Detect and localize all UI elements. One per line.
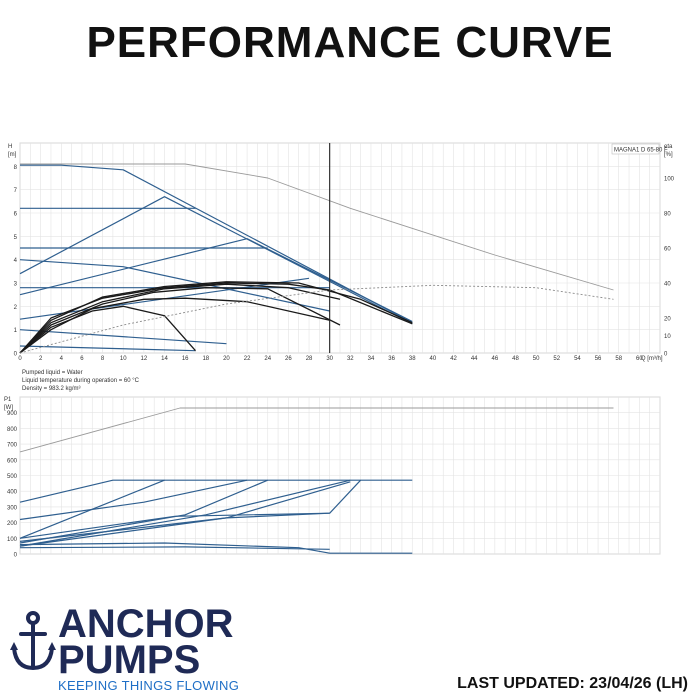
head-x-tick-label: 38 — [409, 356, 416, 362]
head-y-tick-label: 8 — [14, 165, 18, 171]
head-x-tick-label: 54 — [574, 356, 581, 362]
head-y-tick-label: 1 — [14, 328, 18, 334]
head-x-tick-label: 24 — [264, 356, 271, 362]
brand-name-line1: ANCHOR — [58, 602, 234, 646]
head-x-tick-label: 28 — [306, 356, 313, 362]
head-y-axis-symbol: H — [8, 144, 12, 150]
power-series-line-7 — [19, 479, 362, 547]
power-y-tick-label: 700 — [7, 443, 18, 449]
head-x-tick-label: 8 — [101, 356, 105, 362]
head-x-tick-label: 6 — [80, 356, 84, 362]
head-series-line-6 — [19, 259, 330, 312]
power-y-tick-label: 900 — [7, 411, 18, 417]
head-x-tick-label: 12 — [141, 356, 148, 362]
model-label-box — [611, 143, 660, 155]
head-y-tick-label: 7 — [14, 188, 18, 194]
power-y-tick-label: 200 — [7, 521, 18, 527]
power-y-tick-label: 500 — [7, 474, 18, 480]
power-series-line-1 — [19, 479, 413, 503]
power-y-tick-label: 400 — [7, 490, 18, 496]
brand-name-line2: PUMPS — [58, 638, 201, 682]
power-series-line-9 — [19, 542, 413, 554]
head-x-tick-label: 50 — [533, 356, 540, 362]
head-y-tick-label: 3 — [14, 282, 18, 288]
head-x-tick-label: 16 — [182, 356, 189, 362]
head-x-tick-label: 0 — [18, 356, 22, 362]
head-x-tick-label: 20 — [223, 356, 230, 362]
head-right-tick-label: 40 — [664, 282, 671, 288]
head-series-line-9 — [19, 329, 227, 345]
brand-tagline: KEEPING THINGS FLOWING — [58, 678, 240, 693]
head-x-tick-label: 56 — [595, 356, 602, 362]
power-y-axis-symbol: P1 — [4, 397, 12, 403]
power-y-axis-unit: [W] — [4, 405, 13, 411]
liquid-note-3: Density = 983.2 kg/m³ — [22, 386, 81, 392]
head-x-tick-label: 52 — [553, 356, 560, 362]
power-chart-panel: 0 100 200 300 400 500 600 700 800 900 P1 [W] — [4, 396, 661, 559]
head-right-tick-label: 80 — [664, 212, 671, 218]
head-x-tick-label: 18 — [202, 356, 209, 362]
head-x-tick-label: 40 — [430, 356, 437, 362]
head-x-tick-label: 26 — [285, 356, 292, 362]
head-series-line-13 — [19, 287, 341, 354]
head-y-tick-label: 4 — [14, 258, 18, 264]
power-y-tick-label: 300 — [7, 505, 18, 511]
eta-axis-unit: [%] — [664, 152, 673, 158]
head-series-line-1 — [20, 164, 413, 324]
head-series-line-17 — [20, 163, 614, 291]
power-series-line-8 — [19, 512, 330, 539]
power-series-line-11 — [19, 407, 614, 453]
head-series-line-14 — [19, 297, 330, 354]
power-y-tick-label: 600 — [7, 458, 18, 464]
power-series-line-4 — [19, 479, 268, 544]
liquid-note-2: Liquid temperature during operation = 60… — [22, 378, 140, 384]
head-right-tick-label: 60 — [664, 247, 671, 253]
power-y-tick-label: 800 — [7, 427, 18, 433]
head-y-tick-label: 5 — [14, 235, 18, 241]
head-series-line-16 — [19, 281, 413, 354]
head-x-tick-label: 36 — [388, 356, 395, 362]
head-x-tick-label: 4 — [60, 356, 64, 362]
head-y-tick-label: 6 — [14, 212, 18, 218]
head-series-line-4 — [19, 238, 413, 323]
power-series-line-10 — [19, 546, 330, 550]
head-x-tick-label: 60 — [636, 356, 643, 362]
head-x-tick-label: 48 — [512, 356, 519, 362]
head-series-line-10 — [19, 345, 196, 352]
head-x-tick-label: 10 — [120, 356, 127, 362]
head-x-tick-label: 30 — [326, 356, 333, 362]
head-right-tick-label: 10 — [664, 334, 671, 340]
eta-axis-symbol: eta — [664, 144, 673, 150]
page-title: PERFORMANCE CURVE — [86, 18, 614, 67]
head-x-tick-label: 42 — [450, 356, 457, 362]
head-x-tick-label: 46 — [491, 356, 498, 362]
power-series-line-3 — [19, 479, 248, 521]
head-x-tick-label: 34 — [368, 356, 375, 362]
head-x-tick-label: 32 — [347, 356, 354, 362]
head-x-tick-label: 2 — [39, 356, 43, 362]
head-right-tick-label: 0 — [664, 352, 668, 358]
power-y-tick-label: 0 — [14, 553, 18, 559]
head-x-axis-label: Q [m³/h] — [641, 356, 663, 362]
head-y-tick-label: 2 — [14, 305, 18, 311]
anchor-icon — [10, 611, 56, 671]
power-series-line-5 — [19, 479, 351, 547]
liquid-note-1: Pumped liquid = Water — [22, 370, 83, 376]
head-right-tick-label: 20 — [664, 317, 671, 323]
head-x-tick-label: 44 — [471, 356, 478, 362]
head-x-tick-label: 58 — [615, 356, 622, 362]
head-y-tick-label: 0 — [14, 352, 18, 358]
power-y-tick-label: 100 — [7, 537, 18, 543]
head-series-line-15 — [19, 305, 196, 354]
head-y-axis-unit: [m] — [8, 152, 17, 158]
last-updated-text: LAST UPDATED: 23/04/26 (LH) — [457, 675, 688, 692]
head-series-line-12 — [19, 283, 341, 354]
model-label: MAGNA1 D 65-80 F — [614, 148, 668, 154]
head-x-tick-label: 22 — [244, 356, 251, 362]
head-x-tick-label: 14 — [161, 356, 168, 362]
head-right-tick-label: 100 — [664, 177, 675, 183]
